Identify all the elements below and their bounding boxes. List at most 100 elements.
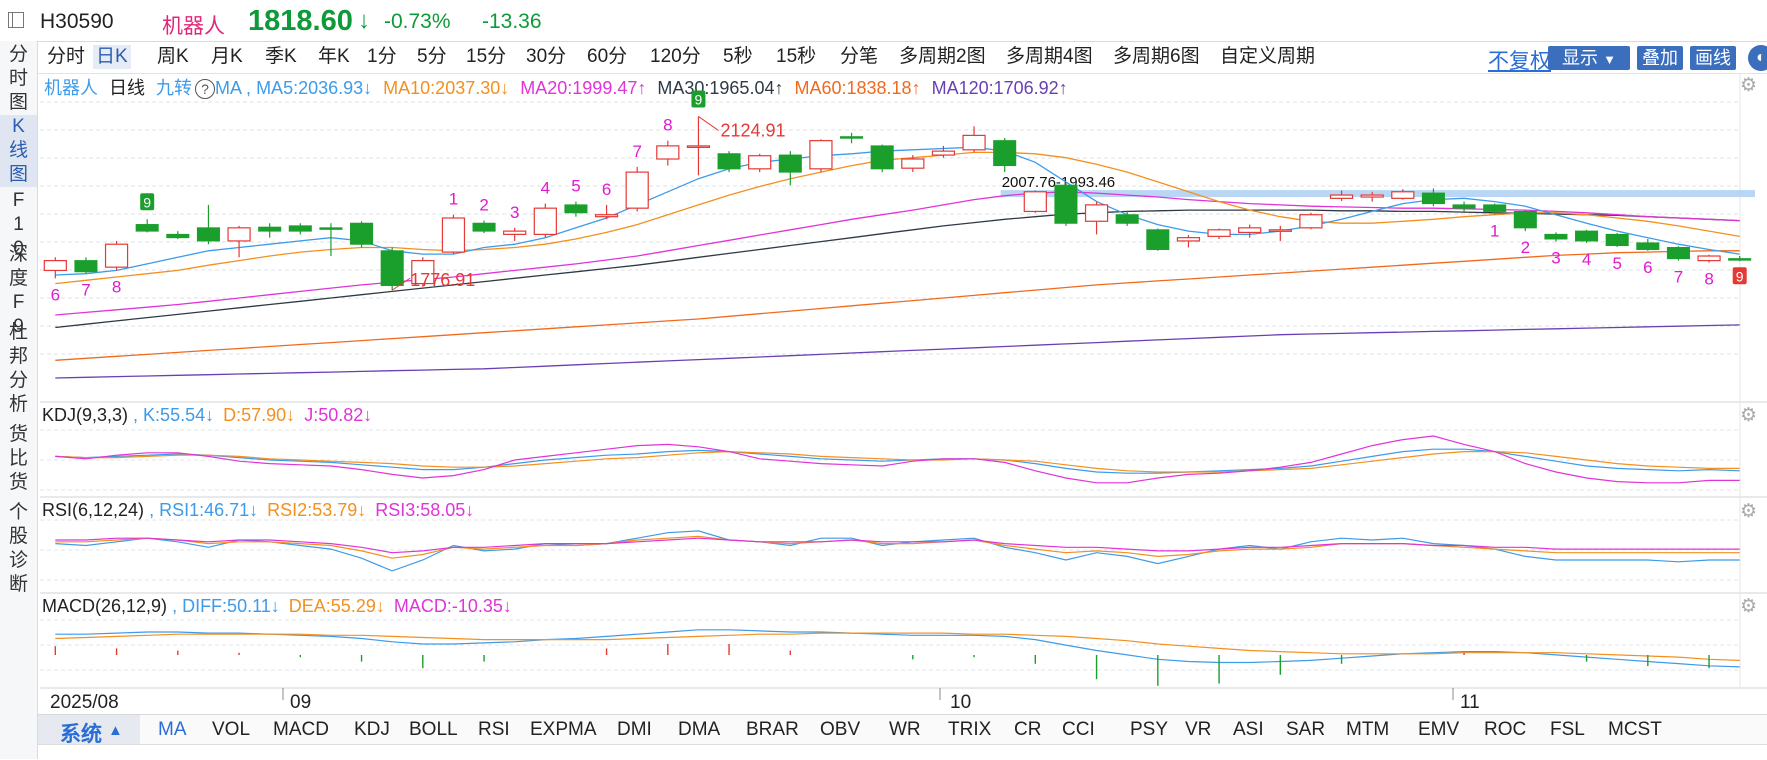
kline-chart[interactable]: 2007.76-1993.46 2124.91 1776.91 6 7 8 9 1 2 3 4 5 6 7…	[0, 0, 1767, 714]
period-tab-multi4[interactable]: 多周期4图	[1006, 46, 1093, 67]
ind-tab-expma[interactable]: EXPMA	[530, 719, 597, 740]
ind-tab-trix[interactable]: TRIX	[948, 719, 992, 740]
ma-legend-jiuzhuan[interactable]: 九转	[156, 78, 193, 98]
candle-body-down	[1575, 230, 1599, 242]
period-tab-120min[interactable]: 120分	[650, 46, 701, 67]
candle-body-up	[625, 171, 649, 209]
ind-tab-brar[interactable]: BRAR	[746, 719, 799, 740]
kdj-d-line	[55, 450, 1740, 473]
period-tab-15sec[interactable]: 15秒	[776, 46, 817, 67]
ind-tab-dmi[interactable]: DMI	[617, 719, 652, 740]
overlay-button[interactable]: 叠加	[1637, 46, 1683, 70]
kdj-d: D:57.90↓	[223, 405, 296, 425]
help-icon[interactable]: ?	[195, 79, 216, 99]
nine-sequence-label: 1	[1490, 222, 1499, 241]
ind-tab-rsi[interactable]: RSI	[478, 719, 510, 740]
period-tab-tick[interactable]: 分笔	[840, 46, 879, 67]
ind-tab-mcst[interactable]: MCST	[1608, 719, 1662, 740]
ind-tab-dma[interactable]: DMA	[678, 719, 721, 740]
expand-icon[interactable]: ◐	[1748, 45, 1767, 71]
candle-body-up	[503, 230, 527, 235]
ind-tab-cci[interactable]: CCI	[1062, 719, 1095, 740]
period-tab-weekly[interactable]: 周K	[157, 46, 189, 67]
candle-body-down	[993, 140, 1017, 167]
period-toolbar: 分时 日K 周K 月K 季K 年K 1分 5分 15分 30分 60分 120分…	[38, 41, 1767, 74]
period-tab-multi6[interactable]: 多周期6图	[1113, 46, 1200, 67]
kdj-settings-icon[interactable]: ⚙	[1740, 405, 1758, 426]
nine-sequence-label: 7	[632, 142, 641, 161]
rsi-name: RSI(6,12,24)	[42, 500, 145, 520]
status-strip	[38, 744, 1767, 760]
ind-tab-macd[interactable]: MACD	[273, 719, 329, 740]
ind-tab-vol[interactable]: VOL	[212, 719, 251, 740]
ma120-line	[55, 324, 1740, 379]
ind-tab-sar[interactable]: SAR	[1286, 719, 1326, 740]
nav-kline[interactable]: K线图	[0, 115, 37, 187]
candle-body-down	[350, 222, 374, 245]
ind-tab-emv[interactable]: EMV	[1418, 719, 1460, 740]
draw-line-button[interactable]: 画线	[1690, 46, 1736, 70]
nav-intraday-label: 分时图	[8, 44, 28, 113]
x-label-nov: 11	[1460, 692, 1480, 713]
period-tab-daily[interactable]: 日K	[93, 45, 131, 69]
ind-tab-ma[interactable]: MA	[158, 719, 187, 740]
period-tab-5sec[interactable]: 5秒	[723, 46, 753, 67]
period-tab-5min[interactable]: 5分	[417, 46, 447, 67]
ind-tab-vr[interactable]: VR	[1185, 719, 1212, 740]
nine-sequence-label: 7	[81, 281, 90, 300]
nav-dupont[interactable]: 杜邦分析	[0, 321, 37, 417]
macd-settings-icon[interactable]: ⚙	[1740, 596, 1758, 617]
ind-tab-obv[interactable]: OBV	[820, 719, 861, 740]
period-tab-intraday[interactable]: 分时	[47, 46, 86, 67]
rsi-settings-icon[interactable]: ⚙	[1740, 501, 1758, 522]
ind-tab-asi[interactable]: ASI	[1233, 719, 1264, 740]
ma-legend-ma: MA ,	[215, 78, 252, 98]
macd-diff: , DIFF:50.11↓	[172, 596, 280, 616]
ind-tab-psy[interactable]: PSY	[1130, 719, 1169, 740]
candle-body-up	[1299, 214, 1323, 229]
ind-tab-boll[interactable]: BOLL	[409, 719, 458, 740]
price-zone-label: 2007.76-1993.46	[1002, 174, 1115, 191]
ind-tab-kdj[interactable]: KDJ	[354, 719, 390, 740]
period-tab-yearly[interactable]: 年K	[318, 46, 350, 67]
period-tab-multi2[interactable]: 多周期2图	[899, 46, 986, 67]
nav-f10-label: F10	[12, 190, 25, 259]
period-tab-60min[interactable]: 60分	[587, 46, 628, 67]
main-chart-settings-icon[interactable]: ⚙	[1740, 75, 1758, 96]
rsi1-line	[55, 530, 1740, 572]
nav-depth-f9[interactable]: 深度F9	[0, 243, 37, 337]
ind-tab-roc[interactable]: ROC	[1484, 719, 1527, 740]
candle-body-down	[196, 227, 220, 242]
candle-body-up	[1238, 227, 1262, 234]
period-tab-15min[interactable]: 15分	[466, 46, 507, 67]
candle-body-up	[227, 227, 251, 242]
nav-diagnosis-label: 个股诊断	[8, 502, 28, 595]
period-tab-1min[interactable]: 1分	[367, 46, 397, 67]
candle-body-up	[809, 140, 833, 170]
system-tab[interactable]: 系统 ▲	[38, 715, 140, 746]
adjust-dropdown[interactable]: 不复权	[1488, 50, 1551, 73]
ind-tab-cr[interactable]: CR	[1014, 719, 1042, 740]
nine-sequence-label: 9	[1736, 268, 1744, 284]
candle-body-up	[931, 150, 956, 156]
period-tab-30min[interactable]: 30分	[526, 46, 567, 67]
stock-name: 机器人	[162, 15, 225, 38]
candle-body-up	[104, 243, 129, 268]
ind-tab-wr[interactable]: WR	[889, 719, 921, 740]
show-button[interactable]: 显示 ▼	[1548, 46, 1630, 70]
candle-body-up	[686, 145, 711, 148]
period-tab-monthly[interactable]: 月K	[211, 46, 243, 67]
nav-diagnosis[interactable]: 个股诊断	[0, 501, 37, 597]
period-tab-custom[interactable]: 自定义周期	[1220, 46, 1316, 67]
ind-tab-mtm[interactable]: MTM	[1346, 719, 1390, 740]
period-tab-quarterly[interactable]: 季K	[265, 46, 297, 67]
panel-toggle-icon[interactable]	[8, 12, 24, 28]
nav-compare[interactable]: 货比货	[0, 423, 37, 495]
candle-body-down	[564, 204, 588, 214]
nav-intraday[interactable]: 分时图	[0, 43, 37, 113]
kdj-k: , K:55.54↓	[133, 405, 215, 425]
show-button-label: 显示	[1562, 48, 1599, 68]
candle-body-down	[1421, 192, 1445, 205]
nav-f10[interactable]: F10	[0, 189, 37, 259]
ind-tab-fsl[interactable]: FSL	[1550, 719, 1585, 740]
